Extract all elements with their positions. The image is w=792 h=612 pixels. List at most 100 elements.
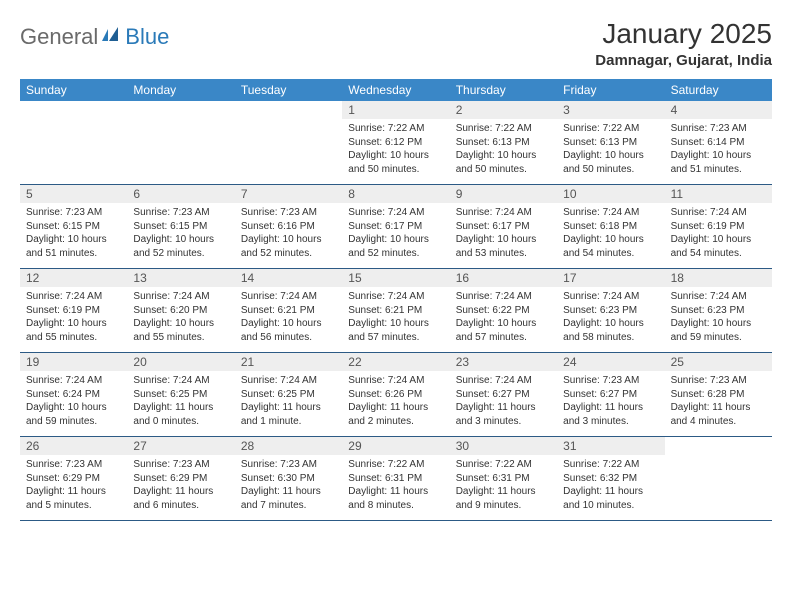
day-cell: Sunrise: 7:24 AMSunset: 6:25 PMDaylight:… [127,371,234,436]
day-detail-line: Sunrise: 7:24 AM [348,290,443,304]
day-cell: Sunrise: 7:23 AMSunset: 6:27 PMDaylight:… [557,371,664,436]
day-number: 25 [665,353,772,371]
day-detail-line: Daylight: 11 hours [456,485,551,499]
day-cell: Sunrise: 7:24 AMSunset: 6:20 PMDaylight:… [127,287,234,352]
day-detail-line: and 59 minutes. [671,331,766,345]
day-number: 9 [450,185,557,203]
day-detail-line: Sunrise: 7:24 AM [671,206,766,220]
day-detail-line: and 57 minutes. [456,331,551,345]
day-cell [127,119,234,184]
day-detail-line: and 2 minutes. [348,415,443,429]
day-detail-line: Daylight: 10 hours [671,149,766,163]
day-cell: Sunrise: 7:24 AMSunset: 6:23 PMDaylight:… [665,287,772,352]
day-detail-line: Daylight: 11 hours [456,401,551,415]
weekday-header: Tuesday [235,79,342,101]
day-detail-line: and 54 minutes. [671,247,766,261]
day-detail-line: Daylight: 11 hours [133,401,228,415]
logo-text-blue: Blue [125,24,169,50]
day-detail-line: and 57 minutes. [348,331,443,345]
day-number: 31 [557,437,664,455]
day-number: 5 [20,185,127,203]
day-detail-line: Sunrise: 7:24 AM [133,290,228,304]
day-detail-line: and 55 minutes. [26,331,121,345]
day-detail-line: Daylight: 10 hours [456,149,551,163]
day-detail-line: Sunrise: 7:23 AM [133,458,228,472]
weekday-header: Wednesday [342,79,449,101]
day-cell: Sunrise: 7:24 AMSunset: 6:26 PMDaylight:… [342,371,449,436]
day-detail-line: Daylight: 10 hours [348,233,443,247]
day-number: 6 [127,185,234,203]
day-detail-line: Sunset: 6:22 PM [456,304,551,318]
day-detail-line: Daylight: 11 hours [563,401,658,415]
day-detail-line: and 52 minutes. [241,247,336,261]
day-detail-line: Sunrise: 7:24 AM [241,290,336,304]
day-detail-line: Daylight: 11 hours [348,401,443,415]
day-detail-line: Daylight: 10 hours [26,401,121,415]
day-detail-line: Sunrise: 7:22 AM [348,458,443,472]
day-detail-line: Sunset: 6:23 PM [671,304,766,318]
day-number: 15 [342,269,449,287]
day-number: 24 [557,353,664,371]
day-detail-line: Sunrise: 7:24 AM [563,290,658,304]
day-detail-line: Sunset: 6:24 PM [26,388,121,402]
day-detail-line: Sunrise: 7:22 AM [563,122,658,136]
day-detail-line: Daylight: 10 hours [348,317,443,331]
weekday-header-row: SundayMondayTuesdayWednesdayThursdayFrid… [20,79,772,101]
day-detail-line: and 55 minutes. [133,331,228,345]
day-number: 21 [235,353,342,371]
day-cell [665,455,772,520]
day-number: 12 [20,269,127,287]
day-number: 29 [342,437,449,455]
day-cell: Sunrise: 7:24 AMSunset: 6:24 PMDaylight:… [20,371,127,436]
day-detail-line: Sunrise: 7:24 AM [26,290,121,304]
day-detail-line: and 3 minutes. [456,415,551,429]
day-number: 8 [342,185,449,203]
day-detail-line: Sunrise: 7:23 AM [241,458,336,472]
day-number: 30 [450,437,557,455]
day-detail-line: and 51 minutes. [671,163,766,177]
day-cell [20,119,127,184]
day-detail-line: Daylight: 10 hours [456,317,551,331]
day-detail-line: and 50 minutes. [456,163,551,177]
day-cell: Sunrise: 7:23 AMSunset: 6:30 PMDaylight:… [235,455,342,520]
day-detail-line: Sunrise: 7:24 AM [456,206,551,220]
logo-text-general: General [20,24,98,50]
weekday-header: Sunday [20,79,127,101]
day-detail-line: and 56 minutes. [241,331,336,345]
day-detail-line: and 54 minutes. [563,247,658,261]
day-number: 16 [450,269,557,287]
day-detail-line: Sunrise: 7:23 AM [26,206,121,220]
day-cell: Sunrise: 7:23 AMSunset: 6:28 PMDaylight:… [665,371,772,436]
day-cell: Sunrise: 7:24 AMSunset: 6:17 PMDaylight:… [450,203,557,268]
day-cell: Sunrise: 7:23 AMSunset: 6:14 PMDaylight:… [665,119,772,184]
day-number: 22 [342,353,449,371]
day-number: 17 [557,269,664,287]
day-detail-line: Sunset: 6:14 PM [671,136,766,150]
weekday-header: Saturday [665,79,772,101]
day-detail-line: Sunrise: 7:22 AM [456,122,551,136]
day-detail-line: and 8 minutes. [348,499,443,513]
day-cell: Sunrise: 7:24 AMSunset: 6:21 PMDaylight:… [342,287,449,352]
day-detail-line: Daylight: 11 hours [26,485,121,499]
day-detail-line: Sunset: 6:23 PM [563,304,658,318]
weeks-container: 1234Sunrise: 7:22 AMSunset: 6:12 PMDayli… [20,101,772,521]
day-detail-line: Sunset: 6:25 PM [241,388,336,402]
day-detail-line: Sunrise: 7:24 AM [133,374,228,388]
day-cell: Sunrise: 7:23 AMSunset: 6:29 PMDaylight:… [127,455,234,520]
day-detail-line: Daylight: 10 hours [563,233,658,247]
day-detail-line: Daylight: 11 hours [563,485,658,499]
day-detail-line: Daylight: 10 hours [26,317,121,331]
day-detail-line: Sunset: 6:25 PM [133,388,228,402]
day-detail-line: Sunset: 6:13 PM [563,136,658,150]
day-cell: Sunrise: 7:24 AMSunset: 6:23 PMDaylight:… [557,287,664,352]
day-detail-line: Sunset: 6:28 PM [671,388,766,402]
calendar-week: 19202122232425Sunrise: 7:24 AMSunset: 6:… [20,353,772,437]
day-detail-line: and 9 minutes. [456,499,551,513]
day-detail-line: and 1 minute. [241,415,336,429]
day-detail-line: Sunset: 6:20 PM [133,304,228,318]
day-number: 18 [665,269,772,287]
calendar-week: 12131415161718Sunrise: 7:24 AMSunset: 6:… [20,269,772,353]
day-detail-line: Sunrise: 7:22 AM [563,458,658,472]
day-number: 19 [20,353,127,371]
day-number: 11 [665,185,772,203]
